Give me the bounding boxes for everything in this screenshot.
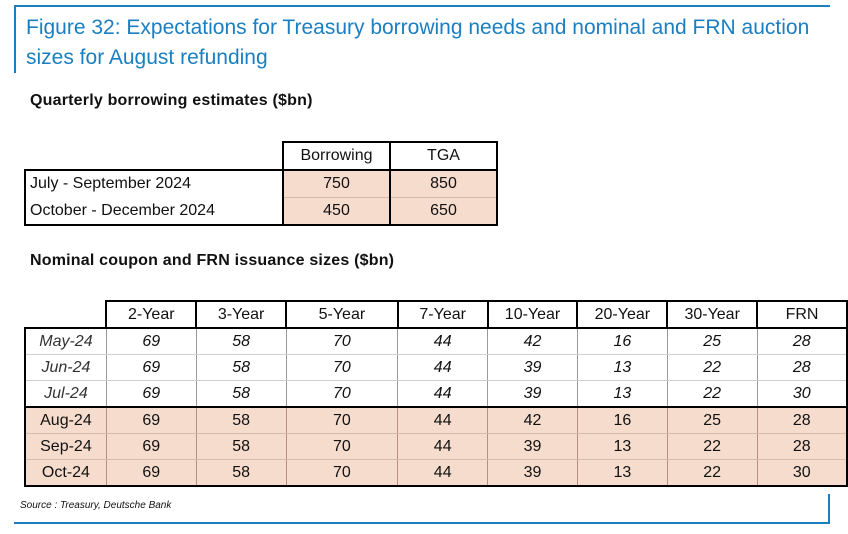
cell-value: 650 (389, 197, 498, 226)
figure-title: Figure 32: Expectations for Treasury bor… (26, 16, 810, 69)
cell-value: 44 (397, 406, 489, 434)
cell-value: 69 (106, 327, 197, 355)
table-corner (25, 142, 283, 170)
column-header-20-year: 20-Year (576, 300, 669, 329)
cell-value: 70 (286, 433, 399, 460)
cell-value: 69 (106, 406, 197, 434)
cell-value: 70 (286, 354, 399, 381)
frame-bottom-rule (14, 522, 830, 524)
row-label: October - December 2024 (24, 197, 284, 226)
frame-top-rule (14, 5, 830, 7)
table-row: Jun-24 69 58 70 44 39 13 22 28 (23, 354, 848, 381)
table-row: May-24 69 58 70 44 42 16 25 28 (23, 327, 848, 355)
frame-right-rule (828, 494, 830, 524)
cell-value: 58 (196, 354, 287, 381)
cell-value: 22 (667, 354, 758, 381)
table-row: Aug-24 69 58 70 44 42 16 25 28 (23, 406, 848, 434)
column-header-3-year: 3-Year (195, 300, 288, 329)
table-row: Jul-24 69 58 70 44 39 13 22 30 (23, 380, 848, 408)
table-row: October - December 2024 450 650 (24, 197, 498, 226)
cell-value: 58 (196, 459, 287, 487)
cell-value: 70 (286, 459, 399, 487)
row-label: Oct-24 (23, 459, 107, 487)
cell-value: 70 (286, 380, 399, 408)
cell-value: 30 (757, 459, 848, 487)
cell-value: 13 (577, 354, 668, 381)
cell-value: 70 (286, 406, 399, 434)
cell-value: 39 (487, 380, 578, 408)
row-label: Aug-24 (23, 406, 107, 434)
cell-value: 13 (577, 459, 668, 487)
cell-value: 69 (106, 354, 197, 381)
cell-value: 25 (667, 406, 758, 434)
cell-value: 750 (282, 169, 391, 198)
section-title-issuance: Nominal coupon and FRN issuance sizes ($… (30, 252, 395, 269)
row-label: Sep-24 (23, 433, 107, 460)
column-header-5-year: 5-Year (285, 300, 399, 329)
cell-value: 22 (667, 433, 758, 460)
section-title-borrowing: Quarterly borrowing estimates ($bn) (30, 92, 313, 109)
cell-value: 28 (757, 406, 848, 434)
frame-left-rule (14, 5, 16, 73)
row-label: Jun-24 (23, 354, 107, 381)
column-header-2-year: 2-Year (105, 300, 198, 329)
cell-value: 13 (577, 380, 668, 408)
table-row: Sep-24 69 58 70 44 39 13 22 28 (23, 433, 848, 460)
cell-value: 39 (487, 354, 578, 381)
column-header-10-year: 10-Year (486, 300, 579, 329)
cell-value: 58 (196, 380, 287, 408)
cell-value: 850 (389, 169, 498, 198)
cell-value: 22 (667, 459, 758, 487)
cell-value: 42 (487, 327, 578, 355)
cell-value: 39 (487, 459, 578, 487)
cell-value: 69 (106, 459, 197, 487)
issuance-table: 2-Year 3-Year 5-Year 7-Year 10-Year 20-Y… (23, 300, 848, 487)
source-note: Source : Treasury, Deutsche Bank (20, 500, 172, 511)
cell-value: 70 (286, 327, 399, 355)
column-header-30-year: 30-Year (666, 300, 759, 329)
cell-value: 44 (397, 327, 489, 355)
table-row: July - September 2024 750 850 (24, 169, 498, 198)
cell-value: 58 (196, 327, 287, 355)
table-row: Oct-24 69 58 70 44 39 13 22 30 (23, 459, 848, 487)
cell-value: 16 (577, 327, 668, 355)
cell-value: 30 (757, 380, 848, 408)
column-header-frn: FRN (756, 300, 848, 329)
cell-value: 58 (196, 433, 287, 460)
column-header-7-year: 7-Year (396, 300, 489, 329)
cell-value: 16 (577, 406, 668, 434)
borrowing-table: Borrowing TGA July - September 2024 750 … (24, 141, 498, 226)
cell-value: 28 (757, 354, 848, 381)
cell-value: 69 (106, 433, 197, 460)
cell-value: 450 (282, 197, 391, 226)
cell-value: 44 (397, 354, 489, 381)
cell-value: 39 (487, 433, 578, 460)
row-label: Jul-24 (23, 380, 107, 408)
row-label: July - September 2024 (24, 169, 284, 198)
cell-value: 28 (757, 327, 848, 355)
cell-value: 58 (196, 406, 287, 434)
cell-value: 28 (757, 433, 848, 460)
cell-value: 44 (397, 459, 489, 487)
column-header-borrowing: Borrowing (282, 141, 391, 171)
row-label: May-24 (23, 327, 107, 355)
table-corner (25, 301, 106, 328)
cell-value: 42 (487, 406, 578, 434)
cell-value: 69 (106, 380, 197, 408)
column-header-tga: TGA (389, 141, 498, 171)
cell-value: 22 (667, 380, 758, 408)
cell-value: 25 (667, 327, 758, 355)
cell-value: 44 (397, 433, 489, 460)
cell-value: 13 (577, 433, 668, 460)
cell-value: 44 (397, 380, 489, 408)
